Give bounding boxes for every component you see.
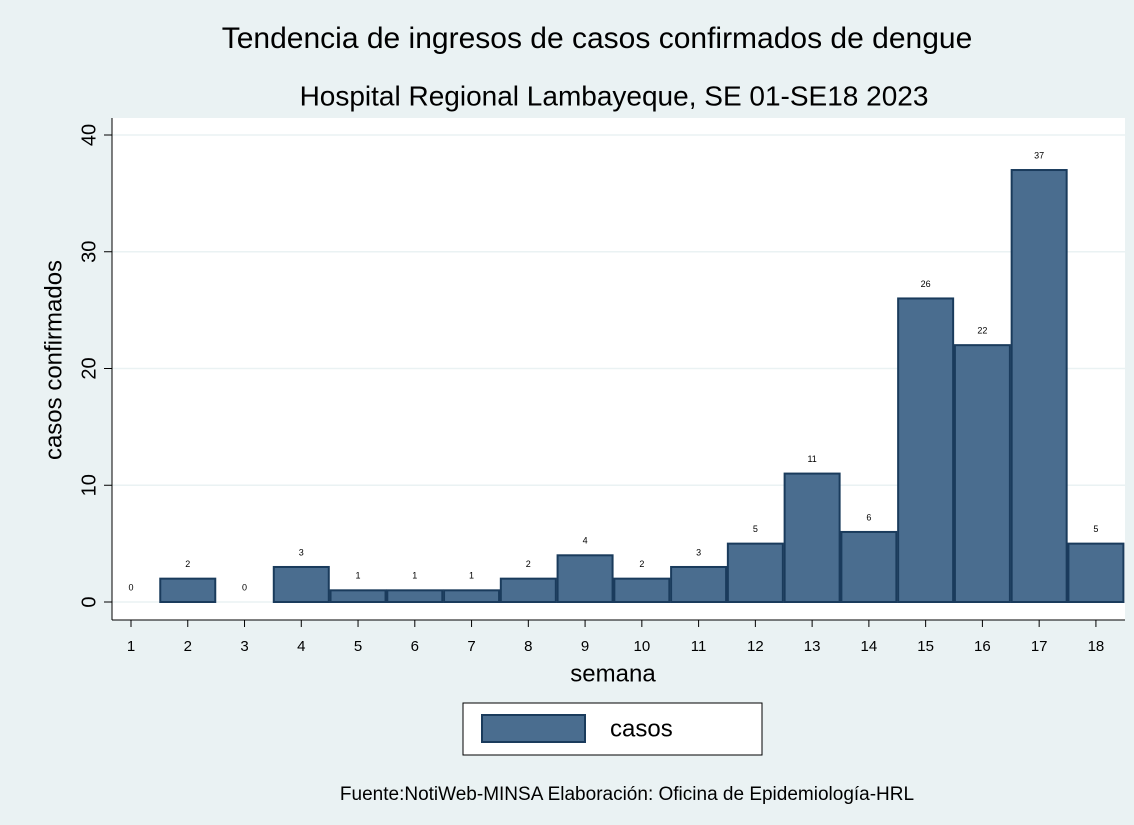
bar (386, 589, 444, 604)
legend-swatch (481, 714, 586, 743)
x-tick-label: 2 (184, 638, 192, 655)
x-tick-label: 4 (297, 638, 305, 655)
bar (613, 577, 671, 604)
bar (272, 565, 330, 603)
bar (783, 472, 841, 604)
value-label: 5 (1093, 524, 1098, 534)
bar (329, 589, 387, 604)
x-tick-label: 14 (861, 638, 878, 655)
value-label: 22 (977, 326, 987, 336)
x-tick-label: 8 (524, 638, 532, 655)
value-label: 5 (753, 524, 758, 534)
value-label: 37 (1034, 150, 1044, 160)
x-tick-label: 12 (747, 638, 764, 655)
value-label: 4 (583, 536, 588, 546)
value-label: 3 (299, 547, 304, 557)
value-label: 1 (356, 571, 361, 581)
bar (443, 589, 501, 604)
x-tick-label: 13 (804, 638, 821, 655)
x-tick-label: 1 (127, 638, 135, 655)
value-label: 2 (639, 559, 644, 569)
chart-subtitle: Hospital Regional Lambayeque, SE 01-SE18… (300, 80, 929, 111)
value-label: 0 (128, 582, 133, 592)
bar (1010, 169, 1068, 603)
value-label: 0 (242, 582, 247, 592)
y-axis-label: casos confirmados (40, 260, 67, 460)
x-tick-label: 15 (917, 638, 934, 655)
bar (556, 554, 614, 603)
bar (726, 542, 784, 603)
y-tick-label: 0 (78, 596, 100, 607)
x-tick-label: 18 (1088, 638, 1105, 655)
chart-title: Tendencia de ingresos de casos confirmad… (222, 22, 973, 55)
legend-label: casos (610, 715, 673, 742)
bar (159, 577, 217, 604)
source-note: Fuente:NotiWeb-MINSA Elaboración: Oficin… (340, 784, 914, 805)
y-tick-label: 10 (78, 474, 100, 496)
y-tick-label: 20 (78, 357, 100, 379)
x-tick-label: 6 (411, 638, 419, 655)
x-tick-label: 5 (354, 638, 362, 655)
x-tick-label: 10 (633, 638, 650, 655)
bar (670, 565, 728, 603)
x-tick-label: 17 (1031, 638, 1048, 655)
value-label: 6 (866, 512, 871, 522)
value-label: 26 (921, 279, 931, 289)
x-axis-label: semana (570, 660, 656, 687)
bar (499, 577, 557, 604)
x-tick-label: 11 (691, 638, 707, 655)
bar (840, 530, 898, 604)
value-label: 2 (185, 559, 190, 569)
value-label: 11 (807, 454, 816, 464)
bar (1067, 542, 1125, 603)
value-label: 1 (412, 571, 417, 581)
value-label: 3 (696, 547, 701, 557)
x-tick-label: 3 (240, 638, 248, 655)
value-label: 2 (526, 559, 531, 569)
bar (897, 297, 955, 603)
value-label: 1 (469, 571, 474, 581)
bar (953, 344, 1011, 603)
x-tick-label: 7 (467, 638, 475, 655)
y-tick-label: 30 (78, 241, 100, 263)
y-tick-label: 40 (78, 124, 100, 146)
x-tick-label: 9 (581, 638, 589, 655)
x-tick-label: 16 (974, 638, 991, 655)
